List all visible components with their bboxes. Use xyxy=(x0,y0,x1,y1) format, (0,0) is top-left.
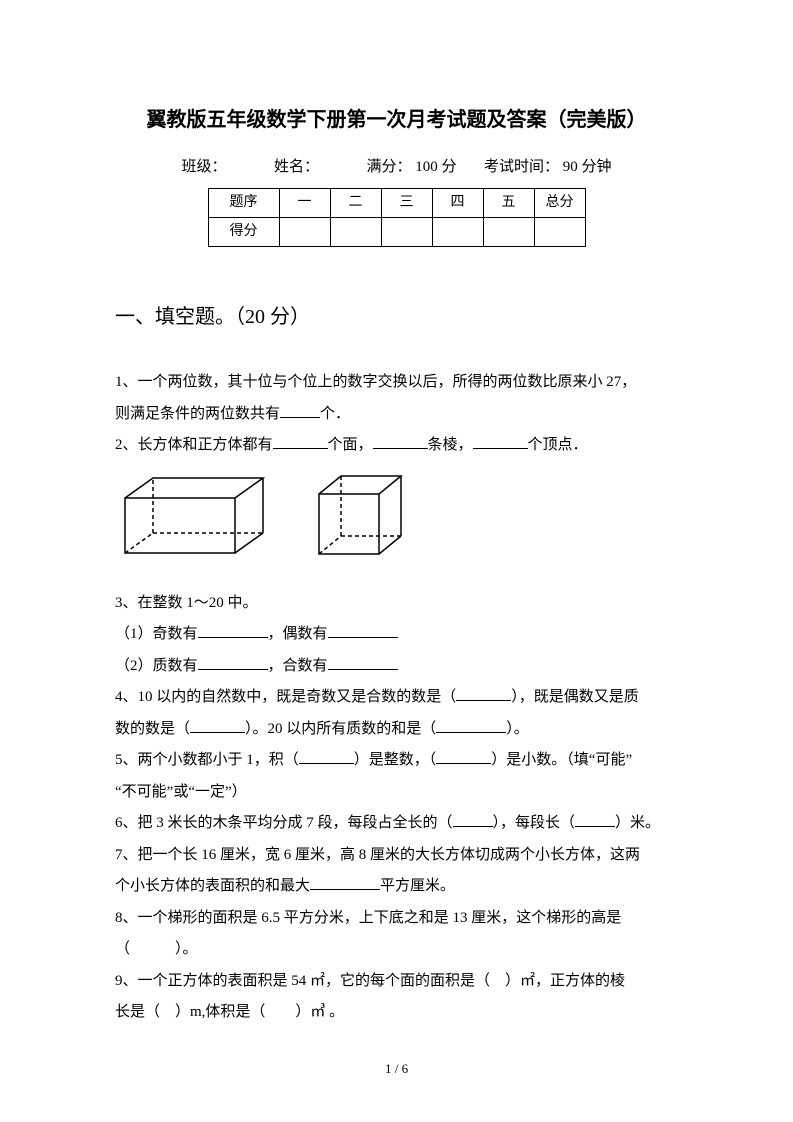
cube-figure xyxy=(309,470,419,565)
blank xyxy=(310,876,380,891)
time-label: 考试时间： xyxy=(484,159,559,175)
q5-text-a: 5、两个小数都小于 1，积（ xyxy=(115,752,299,768)
td-score-label: 得分 xyxy=(208,218,279,247)
td-blank xyxy=(534,218,585,247)
th-1: 一 xyxy=(279,189,330,218)
q3-text-c1: （2）质数有 xyxy=(115,658,198,674)
blank xyxy=(373,435,428,450)
question-8: 8、一个梯形的面积是 6.5 平方分米，上下底之和是 13 厘米，这个梯形的高是… xyxy=(115,903,678,966)
exam-info-row: 班级： 姓名： 满分： 100 分 考试时间： 90 分钟 xyxy=(115,152,678,182)
blank xyxy=(436,718,506,733)
question-6: 6、把 3 米长的木条平均分成 7 段，每段占全长的（ ），每段长（ ）米。 xyxy=(115,808,678,840)
section-1-header: 一、填空题。（20 分） xyxy=(115,297,678,337)
th-total: 总分 xyxy=(534,189,585,218)
q9-text-b: 长是（ ）m,体积是（ ）㎥ 。 xyxy=(115,1004,344,1020)
td-blank xyxy=(432,218,483,247)
blank xyxy=(436,750,491,765)
td-blank xyxy=(330,218,381,247)
q3-text-b2: ，偶数有 xyxy=(268,626,328,642)
blank xyxy=(273,435,328,450)
q4-text-d: ）。20 以内所有质数的和是（ xyxy=(245,721,436,737)
q4-text-b: ），既是偶数又是质 xyxy=(511,689,639,705)
th-2: 二 xyxy=(330,189,381,218)
td-blank xyxy=(279,218,330,247)
question-9: 9、一个正方体的表面积是 54 ㎡，它的每个面的面积是（ ）㎡，正方体的棱 长是… xyxy=(115,966,678,1029)
q5-text-b: ）是整数，（ xyxy=(354,752,437,768)
q5-text-d: “不可能”或“一定”） xyxy=(115,784,247,800)
q6-text-a: 6、把 3 米长的木条平均分成 7 段，每段占全长的（ xyxy=(115,815,453,831)
q8-text-b: （ ）。 xyxy=(115,941,198,957)
q7-text-a: 7、把一个长 16 厘米，宽 6 厘米，高 8 厘米的大长方体切成两个小长方体，… xyxy=(115,847,640,863)
q6-text-b: ），每段长（ xyxy=(493,815,576,831)
q7-text-b: 个小长方体的表面积的和最大 xyxy=(115,878,310,894)
question-5: 5、两个小数都小于 1，积（ ）是整数，（ ）是小数。（填“可能” “不可能”或“一… xyxy=(115,745,678,808)
th-seq: 题序 xyxy=(208,189,279,218)
th-4: 四 xyxy=(432,189,483,218)
blank xyxy=(453,813,493,828)
q3-text-a: 3、在整数 1～20 中。 xyxy=(115,595,258,611)
fullscore-label: 满分： xyxy=(366,159,411,175)
exam-page: 翼教版五年级数学下册第一次月考试题及答案（完美版） 班级： 姓名： 满分： 10… xyxy=(0,0,793,1122)
page-number: 1 / 6 xyxy=(0,1056,793,1082)
q8-text-a: 8、一个梯形的面积是 6.5 平方分米，上下底之和是 13 厘米，这个梯形的高是 xyxy=(115,910,621,926)
blank xyxy=(198,655,268,670)
q3-text-b1: （1）奇数有 xyxy=(115,626,198,642)
table-row: 题序 一 二 三 四 五 总分 xyxy=(208,189,585,218)
name-label: 姓名： xyxy=(274,159,319,175)
th-5: 五 xyxy=(483,189,534,218)
cuboid-figure xyxy=(115,470,275,565)
class-label: 班级： xyxy=(181,159,226,175)
time-value: 90 分钟 xyxy=(563,159,612,175)
blank xyxy=(299,750,354,765)
fullscore-value: 100 分 xyxy=(415,159,456,175)
th-3: 三 xyxy=(381,189,432,218)
q4-text-c: 数的数是（ xyxy=(115,721,190,737)
q1-text-b: 则满足条件的两位数共有 xyxy=(115,406,280,422)
page-total: 6 xyxy=(402,1061,409,1076)
score-table: 题序 一 二 三 四 五 总分 得分 xyxy=(208,188,586,247)
page-sep: / xyxy=(391,1061,401,1076)
blank xyxy=(190,718,245,733)
blank xyxy=(473,435,528,450)
q2-text-c: 条棱， xyxy=(428,437,473,453)
q5-text-c: ）是小数。（填“可能” xyxy=(491,752,632,768)
figure-row xyxy=(115,470,678,576)
table-row: 得分 xyxy=(208,218,585,247)
blank xyxy=(280,403,320,418)
doc-title: 翼教版五年级数学下册第一次月考试题及答案（完美版） xyxy=(115,100,678,140)
q9-text-a: 9、一个正方体的表面积是 54 ㎡，它的每个面的面积是（ ）㎡，正方体的棱 xyxy=(115,973,625,989)
q2-text-b: 个面， xyxy=(328,437,373,453)
question-2: 2、长方体和正方体都有 个面， 条棱， 个顶点． xyxy=(115,430,678,462)
q2-text-d: 个顶点． xyxy=(528,437,588,453)
blank xyxy=(198,624,268,639)
question-3: 3、在整数 1～20 中。 （1）奇数有 ，偶数有 （2）质数有 ，合数有 xyxy=(115,588,678,683)
question-7: 7、把一个长 16 厘米，宽 6 厘米，高 8 厘米的大长方体切成两个小长方体，… xyxy=(115,840,678,903)
q7-text-c: 平方厘米。 xyxy=(380,878,455,894)
question-4: 4、10 以内的自然数中，既是奇数又是合数的数是（ ），既是偶数又是质 数的数是（… xyxy=(115,682,678,745)
td-blank xyxy=(381,218,432,247)
q4-text-a: 4、10 以内的自然数中，既是奇数又是合数的数是（ xyxy=(115,689,456,705)
blank xyxy=(328,655,398,670)
q3-text-c2: ，合数有 xyxy=(268,658,328,674)
q1-text-a: 1、一个两位数，其十位与个位上的数字交换以后，所得的两位数比原来小 27， xyxy=(115,374,636,390)
blank xyxy=(328,624,398,639)
question-1: 1、一个两位数，其十位与个位上的数字交换以后，所得的两位数比原来小 27， 则满… xyxy=(115,367,678,430)
blank xyxy=(575,813,615,828)
q1-text-c: 个． xyxy=(320,406,350,422)
td-blank xyxy=(483,218,534,247)
blank xyxy=(456,687,511,702)
q4-text-e: ）。 xyxy=(506,721,529,737)
q2-text-a: 2、长方体和正方体都有 xyxy=(115,437,273,453)
q6-text-c: ）米。 xyxy=(615,815,660,831)
